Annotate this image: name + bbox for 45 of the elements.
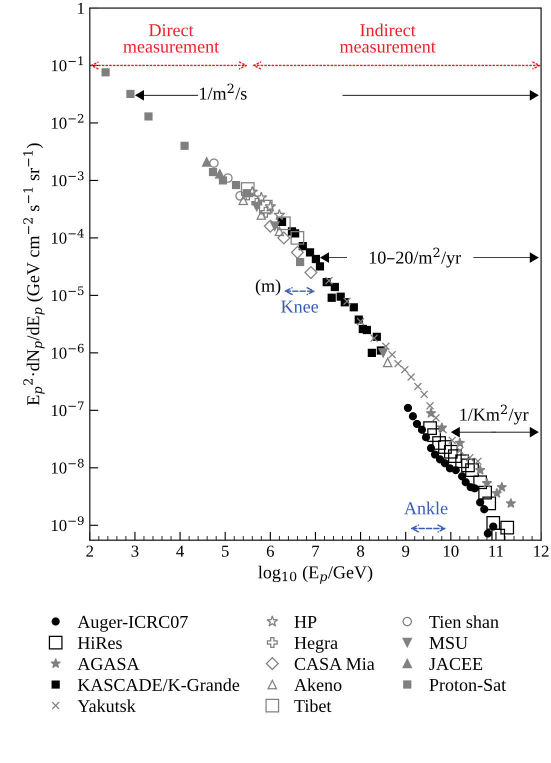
legend-label: MSU	[429, 636, 468, 650]
legend-label: Tien shan	[429, 615, 499, 628]
legend-label: Proton-Sat	[429, 678, 506, 692]
legend-label: Akeno	[294, 678, 342, 692]
annotation: Indirect measurement	[340, 24, 436, 53]
y-tick-label: 10$^{−9}$	[52, 516, 84, 532]
legend-label: JACEE	[429, 658, 482, 670]
legend-label: Yakutsk	[78, 699, 136, 712]
legend-label: AGASA	[78, 658, 140, 670]
legend-label: Auger-ICRC07	[78, 616, 188, 632]
y-tick-label: 1	[78, 2, 84, 14]
legend-label: Tibet	[294, 699, 332, 712]
x-tick-label: 5	[222, 546, 229, 557]
annotation: (m)	[256, 279, 280, 296]
legend-label: Hegra	[294, 637, 338, 653]
x-tick-label: 12	[534, 546, 548, 557]
legend-label: CASA Mia	[294, 658, 375, 670]
text: E$_{p}$$^{2}$·dN$_{p}$/dE$_{p}$ (GeV cm$^{−2}$ s$^{−1}$ sr$^{−1}$)	[23, 143, 45, 406]
x-tick-label: 9	[402, 546, 410, 557]
x-tick-label: 11	[489, 546, 503, 557]
annotation: 1/m$^{2}$/s	[200, 84, 247, 100]
y-tick-label: 10$^{−4}$	[52, 228, 84, 244]
legend-label: KASCADE/K-Grande	[78, 678, 240, 692]
x-axis-title: log$_{10}$ (E$_{p}$/GeV)	[258, 566, 372, 584]
y-tick-label: 10$^{−5}$	[52, 286, 84, 302]
y-tick-label: 10$^{−2}$	[52, 114, 84, 129]
y-tick-label: 10$^{−8}$	[52, 458, 84, 474]
legend-label: HP	[294, 616, 316, 628]
x-tick-label: 6	[266, 546, 274, 557]
x-tick-label: 4	[176, 546, 184, 557]
annotation: 10–20/m$^{2}$/yr	[370, 248, 462, 268]
x-tick-label: 2	[86, 546, 94, 557]
y-tick-label: 10$^{−3}$	[52, 171, 84, 186]
x-tick-label: 8	[357, 546, 364, 557]
annotation: Direct measurement	[123, 24, 220, 53]
annotation: Knee	[281, 300, 318, 313]
x-tick-label: 3	[132, 546, 138, 557]
annotation: 1/Km$^{2}$/yr	[460, 404, 528, 424]
annotation: Ankle	[404, 502, 448, 514]
y-tick-label: 10$^{−6}$	[52, 344, 84, 359]
x-tick-label: 10	[444, 546, 459, 557]
y-tick-label: 10$^{−7}$	[52, 401, 84, 416]
x-tick-label: 7	[312, 546, 320, 557]
legend-label: HiRes	[78, 636, 122, 650]
y-tick-label: 10$^{−1}$	[52, 56, 83, 72]
